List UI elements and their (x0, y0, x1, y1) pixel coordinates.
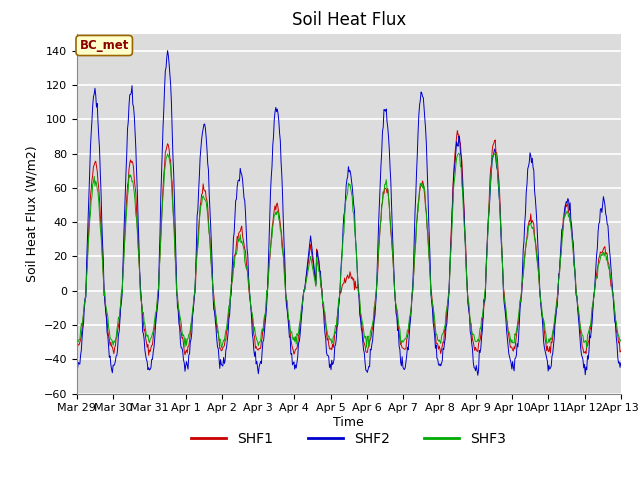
SHF1 (73, 347, 81, 352)
SHF1 (617, 348, 625, 354)
Line: SHF2: SHF2 (77, 50, 621, 375)
SHF3 (73, 337, 81, 343)
SHF2 (139, 328, 147, 334)
Line: SHF3: SHF3 (77, 153, 621, 348)
SHF3 (455, 150, 463, 156)
SHF3 (415, 198, 422, 204)
SHF2 (617, 360, 625, 366)
SHF3 (583, 345, 591, 351)
SHF1 (83, 271, 90, 276)
SHF3 (194, 245, 202, 251)
SHF3 (83, 273, 90, 278)
SHF2 (195, 188, 202, 194)
SHF2 (73, 365, 81, 371)
SHF2 (474, 372, 482, 378)
SHF3 (617, 337, 625, 343)
SHF1 (223, 327, 231, 333)
Line: SHF1: SHF1 (77, 131, 621, 355)
Title: Soil Heat Flux: Soil Heat Flux (292, 11, 406, 29)
Legend: SHF1, SHF2, SHF3: SHF1, SHF2, SHF3 (186, 426, 512, 452)
SHF1 (145, 352, 152, 358)
Y-axis label: Soil Heat Flux (W/m2): Soil Heat Flux (W/m2) (25, 145, 38, 282)
Text: BC_met: BC_met (79, 39, 129, 52)
SHF3 (223, 325, 230, 331)
SHF2 (431, 345, 439, 351)
SHF2 (83, 260, 90, 265)
SHF2 (164, 48, 172, 53)
SHF1 (431, 331, 439, 337)
SHF1 (139, 311, 147, 317)
SHF2 (416, 103, 424, 108)
SHF2 (223, 336, 231, 342)
SHF1 (416, 189, 424, 195)
SHF1 (195, 225, 202, 230)
SHF3 (139, 310, 147, 316)
SHF3 (431, 316, 438, 322)
X-axis label: Time: Time (333, 416, 364, 429)
SHF1 (454, 128, 461, 133)
